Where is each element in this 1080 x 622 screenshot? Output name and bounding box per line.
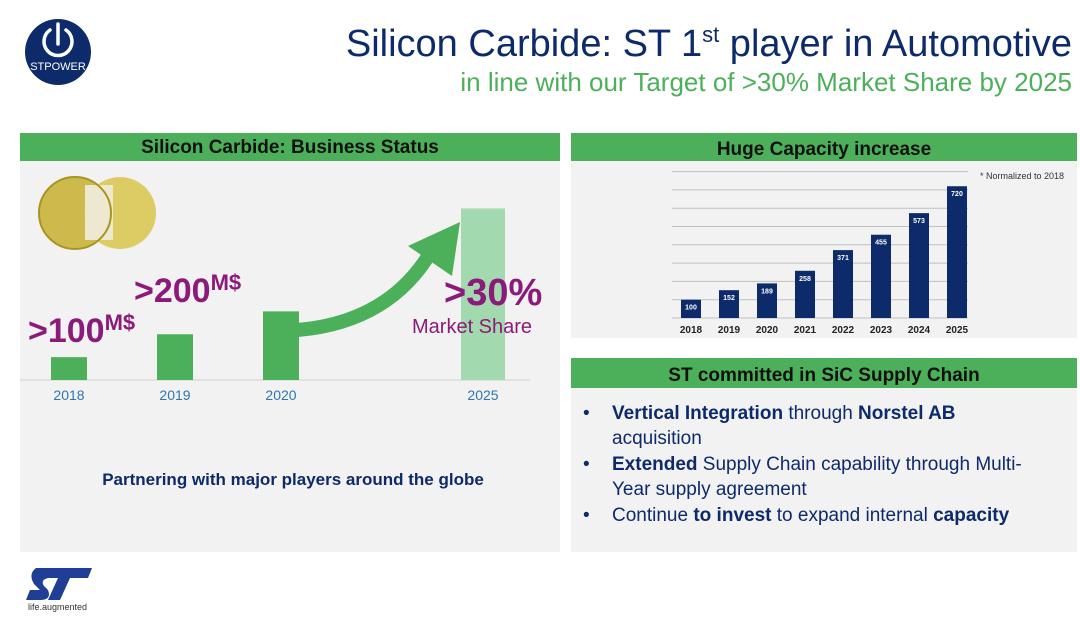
value-label: 720 <box>951 191 963 198</box>
bar <box>263 311 299 380</box>
annotation: >200M$ <box>134 270 241 310</box>
annotation-sup: M$ <box>105 310 136 335</box>
growth-arrow <box>297 222 460 337</box>
annotation-text: >100 <box>28 312 105 350</box>
bar <box>461 208 505 380</box>
chart-note: * Normalized to 2018 <box>980 171 1064 181</box>
bullet-run: Norstel AB <box>858 403 955 424</box>
panel-body <box>571 388 1077 552</box>
bullet-line: Year supply agreement <box>612 479 807 500</box>
x-tick-label: 2023 <box>870 325 893 336</box>
bullet-run: Vertical Integration <box>612 403 783 424</box>
value-label: 189 <box>761 288 773 295</box>
panel-title: ST committed in SiC Supply Chain <box>668 365 979 386</box>
title-start: Silicon Carbide: ST 1 <box>346 23 702 65</box>
bullet-list: • Vertical Integration through Norstel AB… <box>583 403 1022 526</box>
x-tick-label: 2018 <box>680 325 703 336</box>
x-tick-label: 2024 <box>908 325 931 336</box>
panel-title: Silicon Carbide: Business Status <box>141 137 439 158</box>
annotation: >100M$ <box>28 310 135 350</box>
bullet-dot: • <box>583 403 590 424</box>
annotation-text: >200 <box>134 272 211 310</box>
bar <box>681 299 701 318</box>
x-tick-label: 2018 <box>53 387 84 403</box>
logo-text: STPOWER <box>30 61 86 73</box>
bullet-run: through <box>783 403 858 424</box>
bullet-line: Vertical Integration through Norstel AB <box>612 403 956 424</box>
bullet-line: Continue to invest to expand internal ca… <box>612 505 1010 526</box>
panel-header <box>571 133 1077 161</box>
annotation-text: >30% <box>444 272 542 314</box>
bar <box>51 357 87 380</box>
x-tick-label: 2019 <box>159 387 190 403</box>
st-logo <box>26 568 92 600</box>
x-tick-label: 2019 <box>718 325 741 336</box>
bullet-dot: • <box>583 505 590 526</box>
value-label: 371 <box>837 255 849 262</box>
bar <box>947 186 967 318</box>
bullet-dot: • <box>583 454 590 475</box>
bar <box>833 250 853 318</box>
bar <box>157 334 193 380</box>
stpower-logo: STPOWER <box>25 19 91 85</box>
value-label: 455 <box>875 240 887 247</box>
x-tick-label: 2020 <box>265 387 296 403</box>
annotation-text: Market Share <box>412 316 532 338</box>
charts: 2018 2019 2020 2025>100M$>200M$ >30%Market S… <box>28 171 1064 403</box>
bullet-run: capacity <box>933 505 1009 526</box>
wafer-image <box>38 176 156 250</box>
bar <box>871 234 891 318</box>
panel-body <box>571 160 1077 338</box>
caption: Partnering with major players around the… <box>102 470 484 489</box>
title-end: player in Automotive <box>719 23 1072 65</box>
panel-title: Huge Capacity increase <box>717 139 931 160</box>
bar <box>795 270 815 318</box>
annotation-sup: M$ <box>211 270 242 295</box>
bullet-line: acquisition <box>612 428 702 449</box>
bullet-line: Extended Supply Chain capability through… <box>612 454 1022 475</box>
x-tick-label: 2025 <box>946 325 969 336</box>
title-sup: st <box>702 22 719 47</box>
bar <box>909 213 929 318</box>
bullet-run: to expand internal <box>771 505 933 526</box>
bar <box>719 290 739 318</box>
value-label: 573 <box>913 218 925 225</box>
bullet-run: Continue <box>612 505 693 526</box>
annotation: >30% <box>444 272 542 314</box>
x-tick-label: 2025 <box>467 387 498 403</box>
subtitle: in line with our Target of >30% Market S… <box>460 67 1072 97</box>
value-label: 258 <box>799 276 811 283</box>
bullet-run: Extended <box>612 454 698 475</box>
bullet-run: to invest <box>693 505 772 526</box>
bullet-run: Year supply agreement <box>612 479 807 500</box>
x-tick-label: 2022 <box>832 325 855 336</box>
panel-header <box>571 358 1077 388</box>
tagline: life.augmented <box>28 602 87 612</box>
panel-header <box>20 133 560 161</box>
x-tick-label: 2020 <box>756 325 779 336</box>
bullet-run: Supply Chain capability through Multi- <box>698 454 1022 475</box>
bullet-run: acquisition <box>612 428 702 449</box>
value-label: 152 <box>723 295 735 302</box>
x-tick-label: 2021 <box>794 325 817 336</box>
value-label: 100 <box>685 305 697 312</box>
annotation: Market Share <box>412 316 532 338</box>
bar <box>757 283 777 318</box>
slide-title: Silicon Carbide: ST 1st player in Automo… <box>346 22 1072 65</box>
